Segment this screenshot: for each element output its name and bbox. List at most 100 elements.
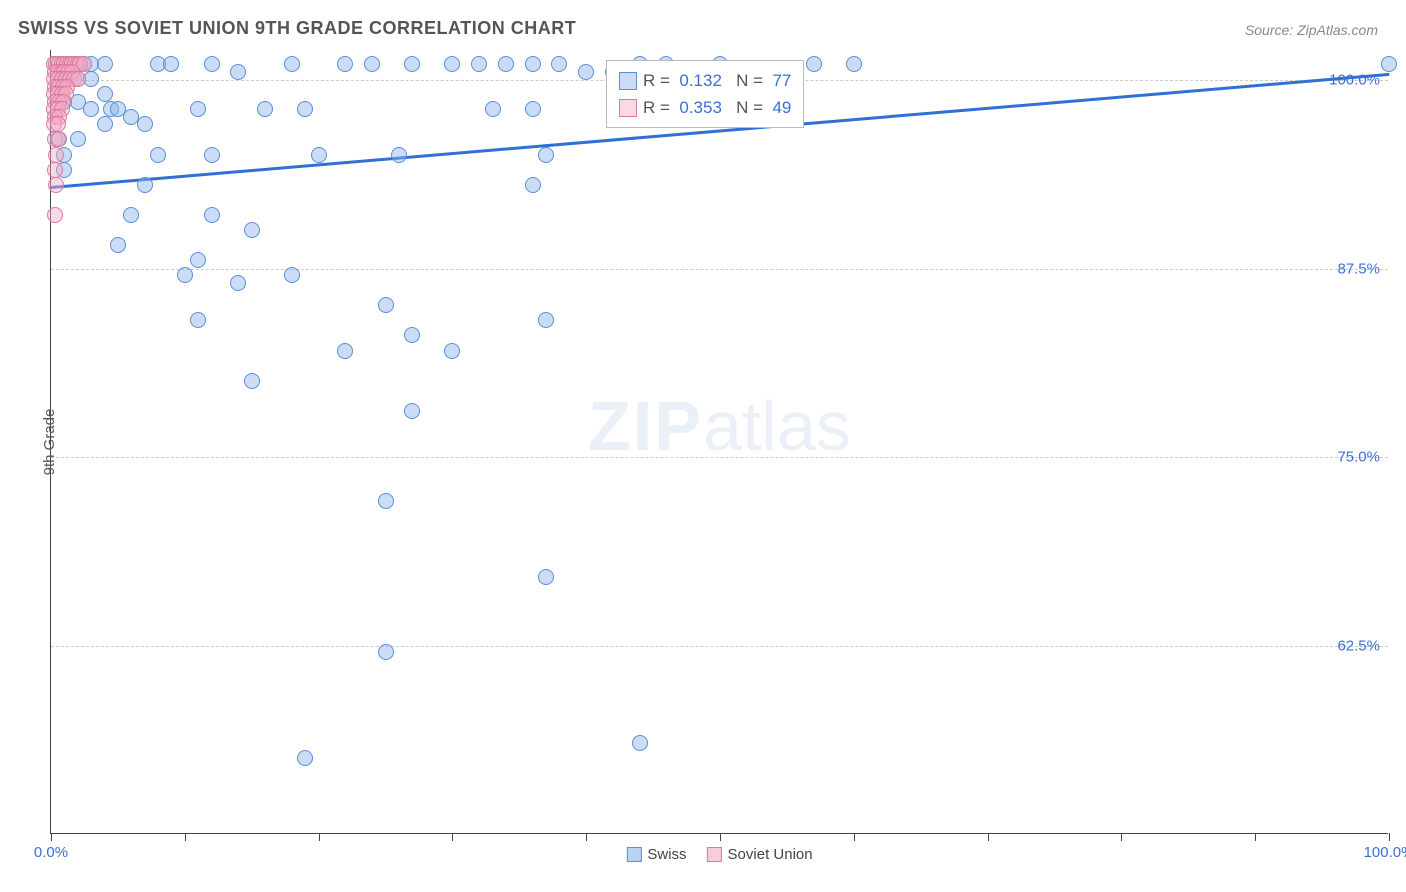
legend-swatch (619, 72, 637, 90)
data-point (244, 373, 260, 389)
data-point (97, 116, 113, 132)
x-tick (185, 833, 186, 841)
data-point (51, 131, 67, 147)
data-point (378, 297, 394, 313)
data-point (337, 56, 353, 72)
data-point (204, 147, 220, 163)
data-point (163, 56, 179, 72)
y-tick-label: 87.5% (1337, 260, 1380, 277)
series-legend: Swiss Soviet Union (626, 846, 812, 863)
series-legend-label: Soviet Union (728, 846, 813, 863)
x-tick (1121, 833, 1122, 841)
x-tick (1255, 833, 1256, 841)
data-point (485, 101, 501, 117)
data-point (632, 735, 648, 751)
data-point (297, 101, 313, 117)
stats-legend-text: R = 0.132 N = 77 (643, 67, 791, 94)
data-point (190, 101, 206, 117)
data-point (525, 177, 541, 193)
stats-legend-row: R = 0.132 N = 77 (619, 67, 791, 94)
x-tick (319, 833, 320, 841)
data-point (444, 56, 460, 72)
data-point (137, 116, 153, 132)
data-point (551, 56, 567, 72)
data-point (337, 343, 353, 359)
stats-legend-row: R = 0.353 N = 49 (619, 94, 791, 121)
stats-legend-text: R = 0.353 N = 49 (643, 94, 791, 121)
plot-area: 9th Grade ZIPatlas 62.5%75.0%87.5%100.0%… (50, 50, 1388, 834)
grid-line (51, 457, 1388, 458)
data-point (444, 343, 460, 359)
data-point (846, 56, 862, 72)
y-tick-label: 62.5% (1337, 637, 1380, 654)
data-point (190, 252, 206, 268)
legend-swatch (707, 847, 722, 862)
data-point (538, 312, 554, 328)
x-tick-label: 0.0% (34, 844, 68, 861)
x-tick (586, 833, 587, 841)
source-label: Source: ZipAtlas.com (1245, 22, 1378, 38)
data-point (48, 147, 64, 163)
chart-title: SWISS VS SOVIET UNION 9TH GRADE CORRELAT… (18, 18, 576, 39)
data-point (498, 56, 514, 72)
grid-line (51, 646, 1388, 647)
x-tick (51, 833, 52, 841)
data-point (47, 162, 63, 178)
data-point (177, 267, 193, 283)
y-axis-title: 9th Grade (41, 408, 58, 475)
watermark: ZIPatlas (588, 386, 851, 466)
y-tick-label: 75.0% (1337, 449, 1380, 466)
watermark-zip: ZIP (588, 387, 703, 465)
data-point (257, 101, 273, 117)
series-legend-label: Swiss (647, 846, 686, 863)
legend-swatch (619, 99, 637, 117)
data-point (525, 101, 541, 117)
data-point (525, 56, 541, 72)
data-point (83, 101, 99, 117)
data-point (391, 147, 407, 163)
data-point (284, 267, 300, 283)
data-point (378, 493, 394, 509)
data-point (47, 207, 63, 223)
data-point (50, 116, 66, 132)
data-point (404, 56, 420, 72)
x-tick-label: 100.0% (1364, 844, 1406, 861)
series-legend-item: Swiss (626, 846, 686, 863)
data-point (97, 86, 113, 102)
data-point (97, 56, 113, 72)
data-point (123, 207, 139, 223)
data-point (404, 327, 420, 343)
data-point (404, 403, 420, 419)
data-point (190, 312, 206, 328)
x-tick (720, 833, 721, 841)
data-point (284, 56, 300, 72)
chart-container: SWISS VS SOVIET UNION 9TH GRADE CORRELAT… (0, 0, 1406, 892)
data-point (1381, 56, 1397, 72)
data-point (110, 237, 126, 253)
data-point (137, 177, 153, 193)
data-point (806, 56, 822, 72)
x-tick (1389, 833, 1390, 841)
stats-legend: R = 0.132 N = 77 R = 0.353 N = 49 (606, 60, 804, 128)
data-point (244, 222, 260, 238)
data-point (538, 147, 554, 163)
data-point (204, 207, 220, 223)
data-point (297, 750, 313, 766)
x-tick (854, 833, 855, 841)
data-point (378, 644, 394, 660)
data-point (538, 569, 554, 585)
data-point (204, 56, 220, 72)
data-point (150, 147, 166, 163)
data-point (230, 64, 246, 80)
data-point (364, 56, 380, 72)
series-legend-item: Soviet Union (707, 846, 813, 863)
data-point (471, 56, 487, 72)
x-tick (988, 833, 989, 841)
data-point (48, 177, 64, 193)
grid-line (51, 269, 1388, 270)
data-point (70, 131, 86, 147)
data-point (311, 147, 327, 163)
data-point (578, 64, 594, 80)
data-point (230, 275, 246, 291)
watermark-atlas: atlas (703, 387, 851, 465)
